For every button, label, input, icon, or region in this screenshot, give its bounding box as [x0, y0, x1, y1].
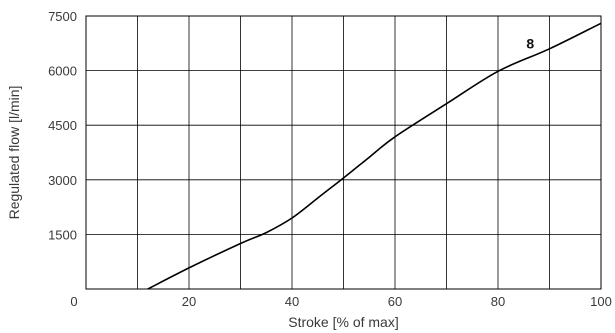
- y-tick-label: 6000: [48, 64, 77, 79]
- y-tick-label: 4500: [48, 118, 77, 133]
- x-axis-label: Stroke [% of max]: [288, 314, 398, 330]
- x-tick-labels: 0 20 40 60 80 100: [70, 294, 611, 309]
- y-tick-label: 3000: [48, 173, 77, 188]
- x-tick-label: 60: [388, 294, 402, 309]
- x-tick-label: 40: [285, 294, 299, 309]
- series-line: [147, 22, 602, 290]
- y-tick-label: 7500: [48, 9, 77, 24]
- x-tick-label: 20: [182, 294, 196, 309]
- grid: [86, 16, 601, 289]
- x-tick-label: 80: [491, 294, 505, 309]
- series-label: 8: [526, 35, 534, 51]
- plot-frame: [85, 15, 602, 290]
- y-tick-labels: 1500 3000 4500 6000 7500: [48, 9, 77, 242]
- y-tick-label: 1500: [48, 227, 77, 242]
- y-axis-label: Regulated flow [l/min]: [6, 86, 22, 220]
- x-tick-label: 100: [590, 294, 612, 309]
- x-tick-label: 0: [70, 294, 77, 309]
